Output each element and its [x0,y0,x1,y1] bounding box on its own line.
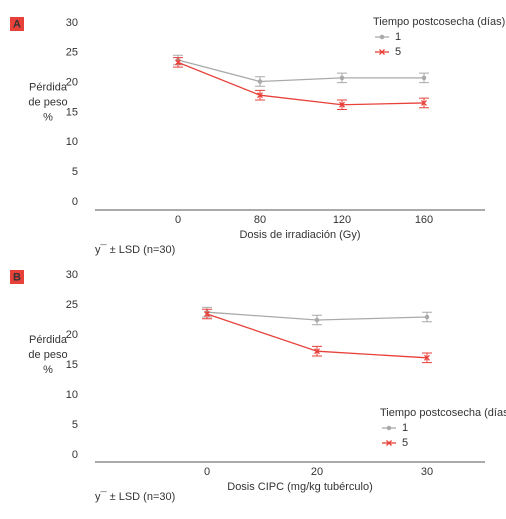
y-tick-label: 5 [72,419,78,431]
legend-label: 1 [395,31,401,43]
y-axis-title: % [43,364,53,376]
y-tick-label: 0 [72,449,78,461]
y-tick-label: 15 [66,359,78,371]
x-tick-label: 80 [254,214,266,226]
point [386,440,392,446]
series-line [177,59,424,83]
y-tick-label: 20 [66,329,78,341]
annotation: y¯ ± LSD (n=30) [95,491,175,503]
y-tick-label: 20 [66,77,78,89]
legend-title: Tiempo postcosecha (días) [373,16,505,28]
x-tick-label: 20 [311,466,323,478]
y-axis-title: de peso [28,96,67,108]
point [257,92,263,99]
series-line [177,61,425,106]
point [386,425,392,431]
y-tick-label: 0 [72,196,78,208]
legend-label: 5 [395,46,401,58]
y-axis-title: % [43,111,53,123]
y-tick-label: 15 [66,106,78,118]
point [421,75,427,81]
point [379,34,385,40]
panel-label: B [13,271,21,283]
point [421,99,427,106]
y-tick-label: 30 [66,17,78,29]
x-tick-label: 30 [421,466,433,478]
point [339,101,345,108]
point [257,79,263,84]
point [204,311,210,317]
x-tick-label: 120 [333,214,351,226]
x-tick-label: 0 [175,214,181,226]
y-tick-label: 30 [66,269,78,281]
point [175,59,181,66]
point [314,317,320,323]
y-tick-label: 10 [66,389,78,401]
x-tick-label: 0 [204,466,210,478]
point [379,49,385,55]
x-axis-title: Dosis CIPC (mg/kg tubérculo) [227,481,373,493]
y-axis-title: de peso [28,349,67,361]
y-axis-title: Pérdida [29,81,68,93]
y-tick-label: 25 [66,299,78,311]
y-tick-label: 5 [72,166,78,178]
x-tick-label: 160 [415,214,433,226]
annotation: y¯ ± LSD (n=30) [95,244,175,256]
point [339,75,345,81]
x-axis-title: Dosis de irradiación (Gy) [239,229,360,241]
point [314,348,320,355]
panel-label: A [13,18,21,30]
legend-label: 5 [402,437,408,449]
legend-label: 1 [402,422,408,434]
y-tick-label: 25 [66,47,78,59]
legend-title: Tiempo postcosecha (días) [380,407,506,419]
point [424,354,430,361]
panel-badge [10,17,24,31]
y-tick-label: 10 [66,136,78,148]
point [424,314,430,320]
panel-badge [10,270,24,284]
y-axis-title: Pérdida [29,334,68,346]
